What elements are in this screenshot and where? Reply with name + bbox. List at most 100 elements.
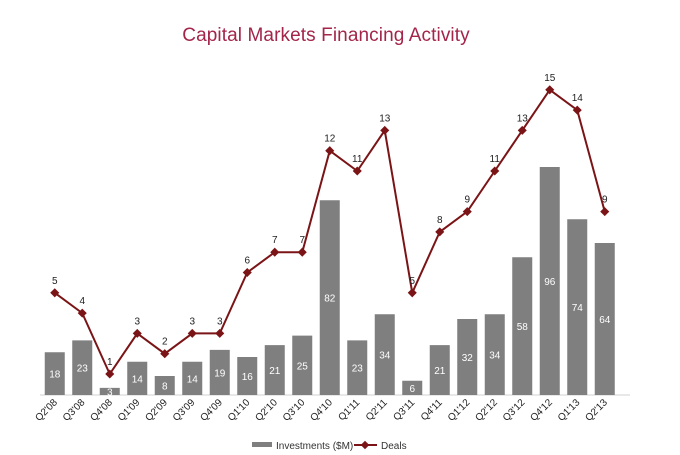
bar-12 xyxy=(374,314,395,395)
x-tick-label-13: Q3'11 xyxy=(391,397,417,423)
bar-value-label-5: 14 xyxy=(187,374,199,385)
legend-investments-label: Investments ($M) xyxy=(276,441,353,452)
x-tick-label-4: Q2'09 xyxy=(143,397,170,424)
deal-value-label-2: 1 xyxy=(107,357,113,368)
x-tick-label-5: Q3'09 xyxy=(171,397,198,424)
legend-diamond-icon xyxy=(360,440,370,450)
deal-value-label-11: 11 xyxy=(352,154,363,165)
deals-marker-0 xyxy=(50,288,60,298)
deal-value-label-10: 12 xyxy=(324,134,336,145)
deal-value-label-3: 3 xyxy=(134,316,140,327)
deals-marker-13 xyxy=(407,288,417,298)
bar-value-label-4: 8 xyxy=(162,382,168,393)
bar-11 xyxy=(347,340,368,395)
legend: Investments ($M) Deals xyxy=(252,440,407,452)
x-tick-label-10: Q4'10 xyxy=(308,397,335,424)
deals-marker-4 xyxy=(160,349,170,359)
deals-marker-6 xyxy=(215,328,225,338)
labels-layer: 1852343114382143193166217257821223113413… xyxy=(49,73,611,399)
bar-9 xyxy=(292,335,313,395)
bar-value-label-3: 14 xyxy=(132,374,144,385)
bar-5 xyxy=(182,361,203,395)
deal-value-label-12: 13 xyxy=(379,113,391,124)
x-tick-label-0: Q2'08 xyxy=(33,397,60,424)
deals-marker-5 xyxy=(187,328,197,338)
bar-value-label-8: 21 xyxy=(269,366,281,377)
bar-value-label-2: 3 xyxy=(107,387,113,398)
x-tick-label-3: Q1'09 xyxy=(116,397,143,424)
bar-value-label-12: 34 xyxy=(379,351,391,362)
deal-value-label-4: 2 xyxy=(162,337,168,348)
x-tick-label-17: Q3'12 xyxy=(501,397,528,424)
deal-value-label-1: 4 xyxy=(79,296,85,307)
bar-0 xyxy=(44,352,65,395)
x-tick-label-6: Q4'09 xyxy=(198,397,225,424)
bar-6 xyxy=(209,349,230,395)
bars-layer xyxy=(44,167,615,395)
bar-20 xyxy=(594,243,615,395)
bar-7 xyxy=(237,357,258,395)
bar-2 xyxy=(99,387,120,395)
deal-value-label-0: 5 xyxy=(52,276,58,287)
bar-value-label-11: 23 xyxy=(352,364,364,375)
bar-value-label-9: 25 xyxy=(297,361,309,372)
deal-value-label-20: 9 xyxy=(602,195,608,206)
deal-value-label-5: 3 xyxy=(189,316,195,327)
deals-line-layer xyxy=(50,85,610,379)
bar-16 xyxy=(484,314,505,395)
bar-19 xyxy=(567,219,588,395)
bar-value-label-1: 23 xyxy=(77,364,89,375)
bar-17 xyxy=(512,257,533,395)
bar-value-label-6: 19 xyxy=(214,368,226,379)
x-tick-label-2: Q4'08 xyxy=(88,397,115,424)
bar-value-label-0: 18 xyxy=(49,370,61,381)
legend-deals-label: Deals xyxy=(381,441,407,452)
bar-8 xyxy=(264,345,285,395)
bar-value-label-20: 64 xyxy=(599,315,611,326)
bar-14 xyxy=(429,345,450,395)
bar-18 xyxy=(539,167,560,395)
deal-value-label-13: 5 xyxy=(409,276,415,287)
x-tick-label-16: Q2'12 xyxy=(473,397,500,424)
bar-value-label-19: 74 xyxy=(572,303,584,314)
bar-3 xyxy=(127,361,148,395)
deal-value-label-17: 13 xyxy=(517,113,529,124)
x-tick-label-18: Q4'12 xyxy=(528,397,555,424)
x-tick-label-9: Q3'10 xyxy=(281,397,308,424)
x-tick-label-20: Q2'13 xyxy=(583,397,610,424)
bar-1 xyxy=(72,340,93,395)
legend-bar-swatch xyxy=(252,442,272,447)
bar-value-label-14: 21 xyxy=(434,366,446,377)
bar-value-label-10: 82 xyxy=(324,294,336,305)
bar-15 xyxy=(457,319,478,395)
x-tick-label-14: Q4'11 xyxy=(419,397,445,423)
x-tick-labels: Q2'08 Q3'08 Q4'08 Q1'09 Q2'09 Q3'09 Q4'09 Q1'10… xyxy=(33,397,610,424)
deals-marker-20 xyxy=(600,207,610,217)
deal-value-label-14: 8 xyxy=(437,215,443,226)
deal-value-label-7: 6 xyxy=(244,256,250,267)
deals-marker-9 xyxy=(297,247,307,257)
deal-value-label-6: 3 xyxy=(217,316,223,327)
bar-value-label-17: 58 xyxy=(517,322,529,333)
deals-marker-3 xyxy=(132,328,142,338)
deals-marker-7 xyxy=(242,267,252,278)
bar-value-label-15: 32 xyxy=(462,353,474,364)
deal-value-label-18: 15 xyxy=(544,73,556,84)
deal-value-label-16: 11 xyxy=(490,154,501,165)
bar-4 xyxy=(154,376,175,395)
x-tick-label-15: Q1'12 xyxy=(446,397,473,424)
x-tick-label-1: Q3'08 xyxy=(61,397,88,424)
x-tick-label-12: Q2'11 xyxy=(364,397,390,423)
bar-value-label-13: 6 xyxy=(409,384,415,395)
bar-value-label-18: 96 xyxy=(544,277,556,288)
deal-value-label-8: 7 xyxy=(272,235,278,246)
bar-10 xyxy=(319,200,340,395)
deal-value-label-15: 9 xyxy=(464,195,470,206)
bar-13 xyxy=(402,380,423,395)
x-tick-label-7: Q1'10 xyxy=(226,397,253,424)
x-tick-label-19: Q1'13 xyxy=(556,397,583,424)
deal-value-label-9: 7 xyxy=(299,235,305,246)
x-tick-label-11: Q1'11 xyxy=(336,397,362,423)
bar-value-label-16: 34 xyxy=(489,351,501,362)
